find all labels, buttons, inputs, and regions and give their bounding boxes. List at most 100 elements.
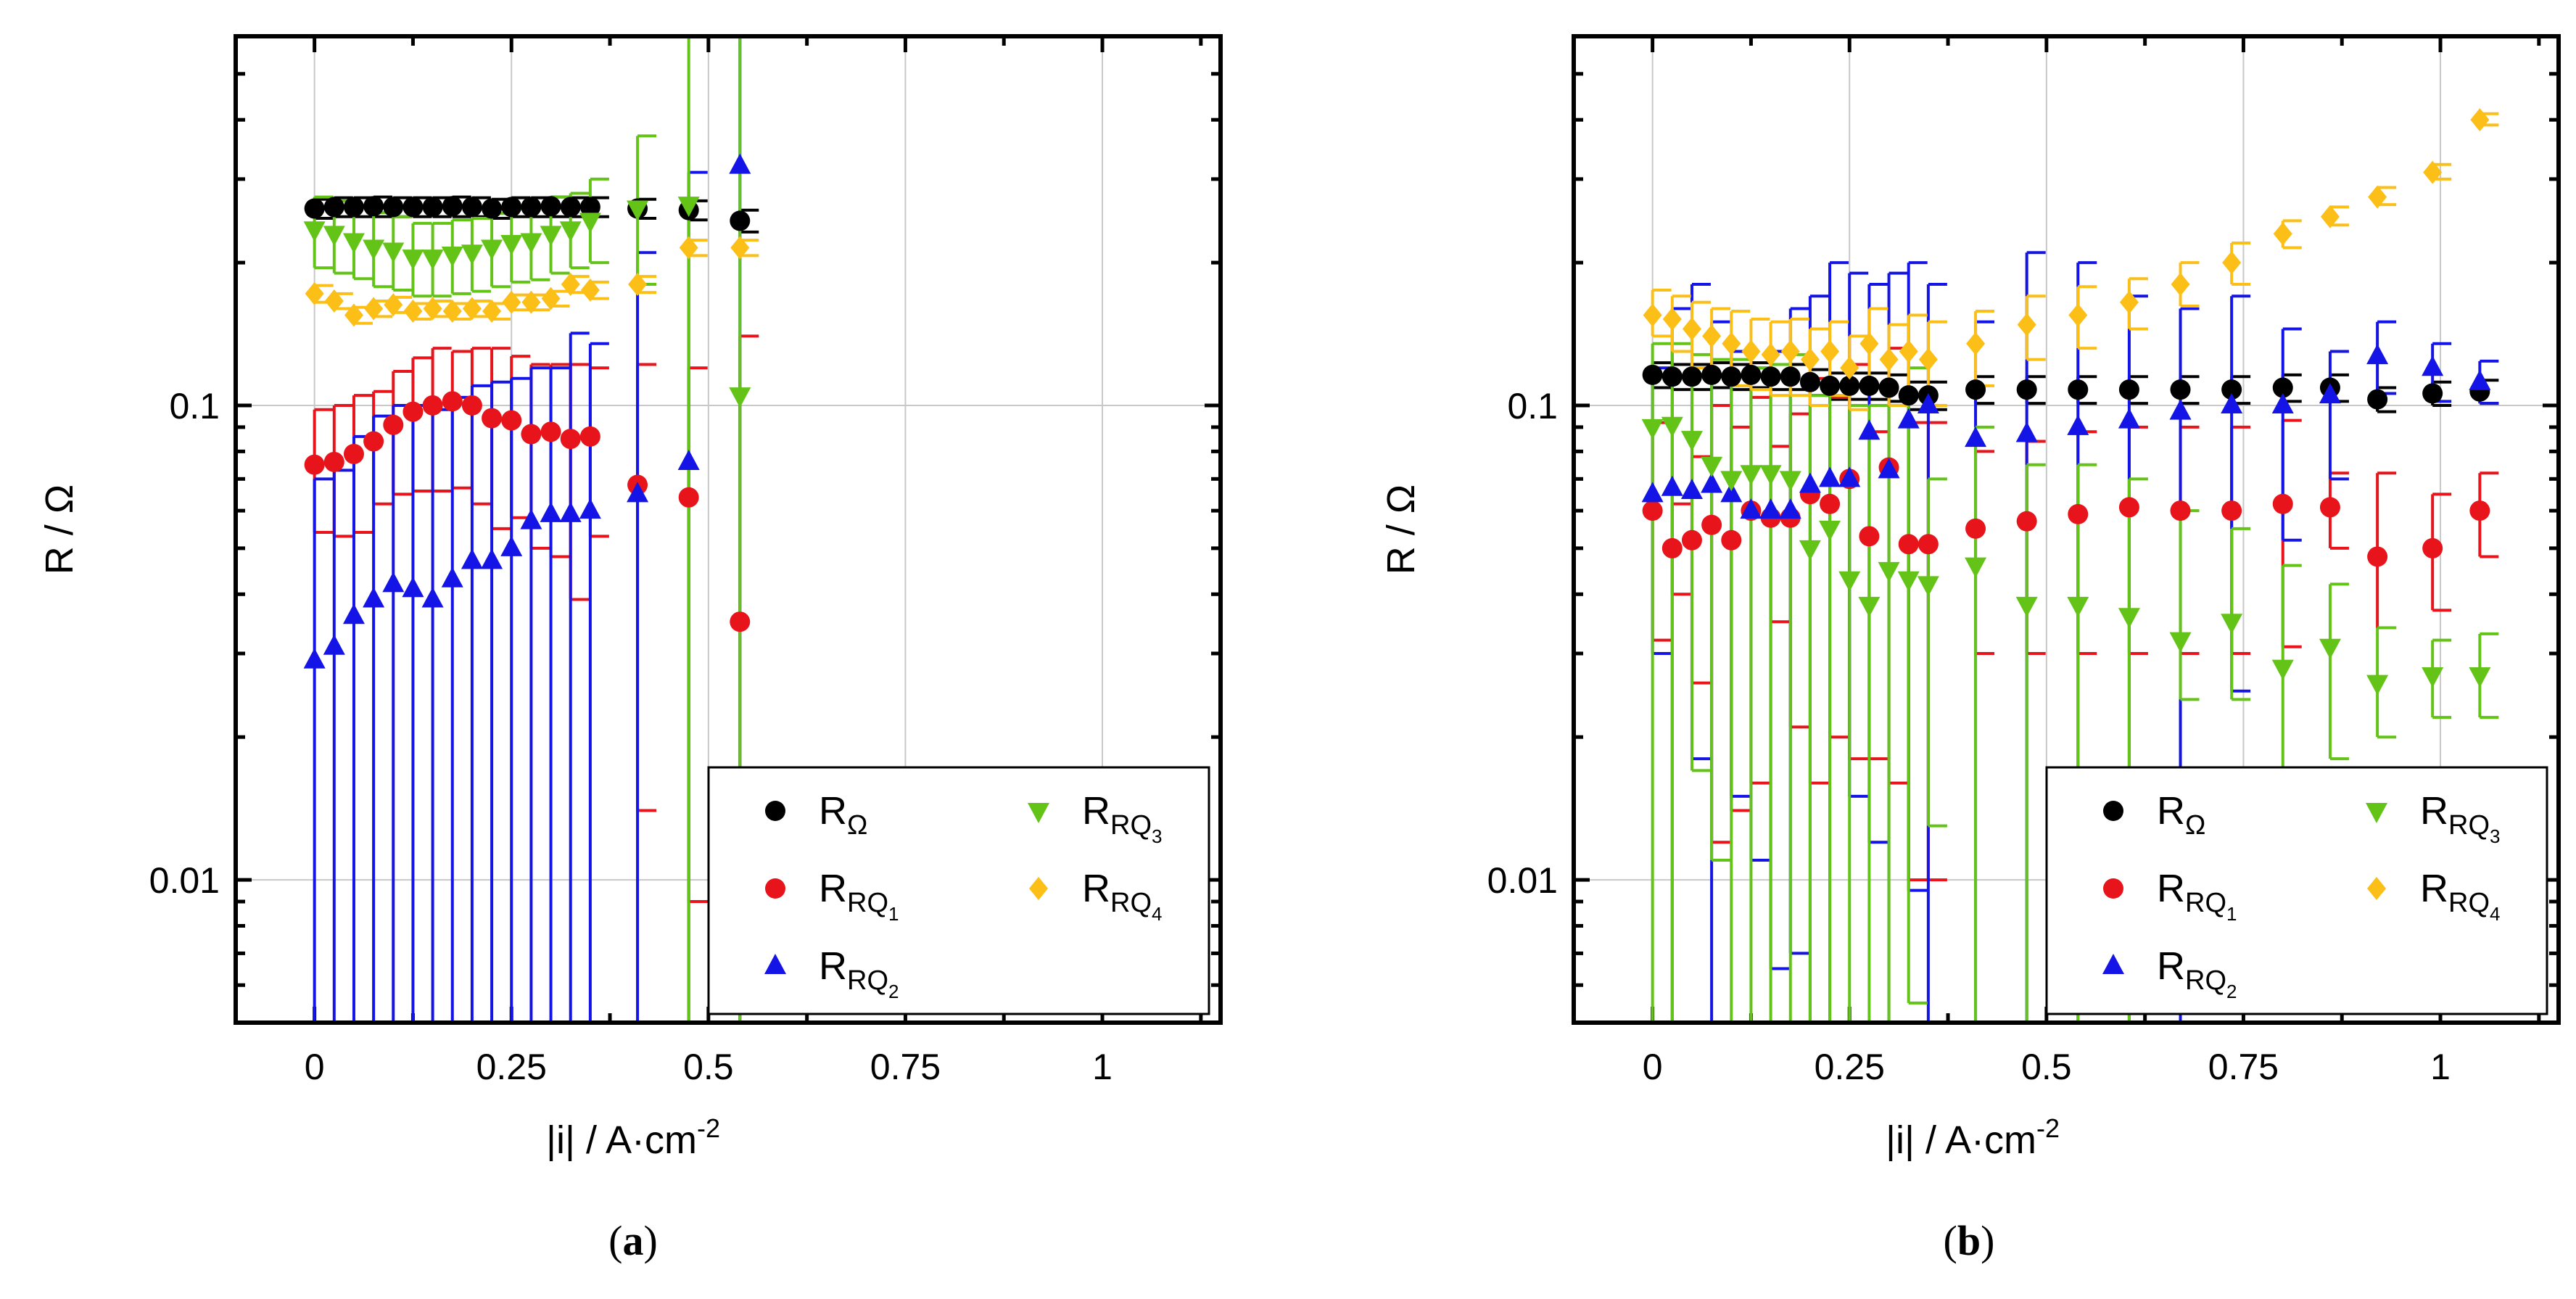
point-R_RQ1: [1642, 500, 1663, 521]
legend-label-R_Ω: RΩ: [2157, 789, 2205, 841]
point-R_RQ4: [1643, 303, 1662, 327]
point-R_RQ4: [521, 290, 541, 314]
legend-label-R_RQ3: RRQ3: [1082, 789, 1162, 847]
point-R_RQ3: [2118, 608, 2140, 629]
point-R_RQ4: [2320, 205, 2340, 228]
point-R_RQ3: [441, 246, 463, 267]
point-R_RQ4: [384, 293, 403, 317]
point-R_RQ4: [1859, 331, 1879, 355]
point-R_RQ4: [2068, 303, 2088, 327]
point-R_RQ3: [1641, 418, 1664, 440]
point-R_RQ4: [2273, 222, 2292, 246]
point-R_RQ3: [1701, 456, 1723, 477]
point-R_RQ2: [1720, 482, 1743, 503]
legend-label-R_RQ3: RRQ3: [2420, 789, 2500, 847]
point-R_Ω: [304, 198, 325, 219]
point-R_RQ4: [679, 236, 698, 260]
point-R_RQ3: [1680, 431, 1703, 452]
legend-marker-R_RQ2: [2102, 954, 2124, 974]
legend-marker-R_Ω: [2103, 801, 2123, 821]
point-R_RQ4: [628, 273, 648, 297]
point-R_RQ1: [501, 410, 522, 431]
point-R_RQ2: [500, 535, 523, 556]
point-R_RQ1: [482, 408, 503, 429]
point-R_RQ1: [521, 424, 542, 445]
y-axis-label: R / Ω: [38, 484, 81, 574]
point-R_RQ2: [1641, 482, 1664, 503]
y-axis-label: R / Ω: [1379, 484, 1423, 574]
point-R_RQ2: [627, 482, 649, 503]
point-R_RQ3: [342, 233, 365, 254]
point-R_RQ2: [1759, 498, 1782, 519]
point-R_Ω: [2118, 379, 2139, 400]
point-R_RQ4: [2119, 290, 2139, 314]
point-R_RQ2: [677, 449, 700, 470]
point-R_RQ3: [1858, 596, 1881, 617]
point-R_Ω: [1965, 379, 1986, 400]
point-R_RQ3: [1799, 540, 1821, 561]
point-R_Ω: [730, 210, 751, 231]
legend-marker-R_RQ3: [1028, 803, 1049, 823]
point-R_RQ3: [1819, 520, 1841, 541]
point-R_RQ4: [462, 297, 482, 321]
point-R_RQ1: [422, 395, 443, 416]
point-R_Ω: [2170, 379, 2191, 400]
x-tick-label: 0.75: [2208, 1047, 2279, 1087]
point-R_RQ1: [1917, 534, 1939, 555]
point-R_RQ4: [403, 300, 423, 323]
point-R_Ω: [1780, 366, 1801, 387]
point-R_Ω: [2272, 377, 2293, 398]
point-R_RQ4: [2017, 313, 2036, 337]
x-tick-label: 0: [1643, 1047, 1663, 1087]
panel-caption: (a): [608, 1217, 658, 1264]
point-R_RQ2: [540, 501, 562, 522]
point-R_RQ1: [1965, 518, 1986, 539]
point-R_RQ4: [1966, 331, 1986, 355]
point-R_RQ2: [481, 548, 503, 569]
point-R_RQ2: [2366, 344, 2389, 365]
point-R_RQ1: [1820, 493, 1841, 514]
point-R_RQ3: [303, 221, 326, 242]
point-R_RQ1: [323, 451, 344, 472]
point-R_RQ1: [678, 487, 699, 508]
point-R_RQ1: [2118, 497, 2139, 518]
point-R_Ω: [461, 197, 482, 218]
plot-frame: [234, 34, 1223, 1025]
point-R_RQ4: [1820, 339, 1840, 363]
point-R_RQ3: [2015, 596, 2038, 617]
point-R_RQ2: [2319, 383, 2341, 404]
point-R_RQ3: [520, 233, 542, 254]
point-R_RQ4: [2368, 185, 2387, 209]
x-tick-label: 1: [2430, 1047, 2451, 1087]
point-R_RQ3: [1759, 465, 1782, 486]
point-R_RQ3: [461, 244, 483, 265]
point-R_RQ3: [1779, 471, 1801, 492]
point-R_RQ1: [1721, 529, 1742, 550]
point-R_RQ2: [729, 153, 751, 174]
point-R_RQ1: [1661, 537, 1683, 558]
point-R_RQ3: [2366, 675, 2389, 696]
point-R_RQ1: [2016, 511, 2037, 532]
point-R_Ω: [2016, 379, 2037, 400]
point-R_RQ2: [1680, 479, 1703, 500]
point-R_RQ4: [1899, 339, 1918, 363]
point-R_RQ2: [382, 572, 405, 593]
point-R_RQ3: [1878, 561, 1900, 582]
point-R_RQ3: [402, 250, 424, 271]
y-tick-label: 0.1: [1507, 386, 1558, 426]
point-R_RQ1: [402, 401, 424, 422]
point-R_RQ4: [2222, 251, 2242, 275]
point-R_Ω: [2221, 379, 2242, 400]
point-R_RQ4: [1780, 339, 1800, 363]
point-R_RQ3: [2422, 667, 2444, 688]
point-R_Ω: [323, 197, 344, 218]
x-axis-label: |i| / A·cm-2: [1886, 1113, 2060, 1162]
point-R_RQ3: [2271, 659, 2294, 680]
point-R_RQ2: [1661, 475, 1683, 496]
point-R_RQ4: [1722, 331, 1741, 355]
point-R_RQ3: [500, 235, 523, 256]
point-R_RQ3: [729, 387, 751, 408]
point-R_RQ1: [1859, 526, 1880, 547]
point-R_RQ2: [2015, 421, 2038, 442]
point-R_RQ1: [2272, 493, 2293, 514]
